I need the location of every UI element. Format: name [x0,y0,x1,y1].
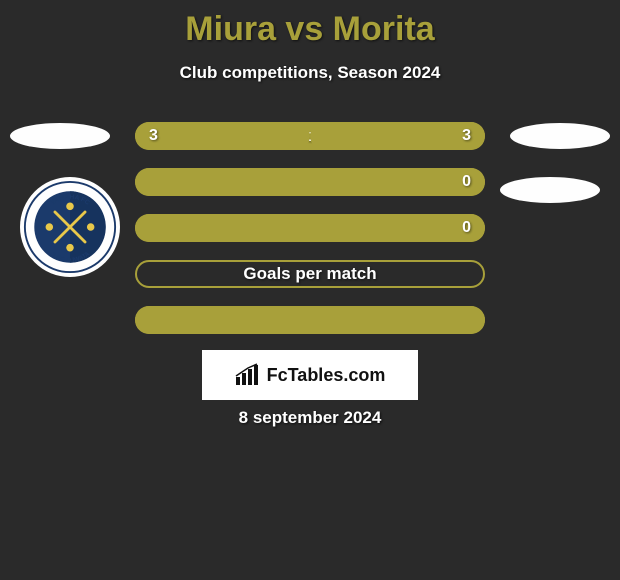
stat-bar-hattricks: Hattricks 0 [135,214,485,242]
stat-bar-min-per-goal: Min per goal [135,306,485,334]
date-line: 8 september 2024 [0,408,620,428]
player-left-silhouette [10,123,110,149]
club-logo-jubilo-iwata: YAMAHA FC JUBILO IWATA [23,180,117,274]
bar-chart-icon [235,363,261,387]
player-right-silhouette [510,123,610,149]
stat-bar-fill-left [135,122,310,150]
stat-bar-fill-right [310,122,485,150]
stat-right-value: 0 [462,173,471,191]
page-title: Miura vs Morita [0,0,620,49]
stat-bar-fill-left [135,306,485,334]
brand-box: FcTables.com [202,350,418,400]
subtitle: Club competitions, Season 2024 [0,63,620,83]
stat-label: Goals per match [243,264,376,284]
stat-bar-goals: Goals 0 [135,168,485,196]
stat-bar-goals-per-match: Goals per match [135,260,485,288]
stat-bar-fill-left [135,168,485,196]
stat-bars: 3 Matches 3 Goals 0 Hattricks 0 Goals pe… [135,122,485,352]
brand-text: FcTables.com [267,365,386,386]
club-right-silhouette [500,177,600,203]
stat-bar-fill-left [135,214,485,242]
stat-bar-matches: 3 Matches 3 [135,122,485,150]
stat-right-value: 0 [462,219,471,237]
stat-right-value: 3 [462,127,471,145]
stat-left-value: 3 [149,127,158,145]
